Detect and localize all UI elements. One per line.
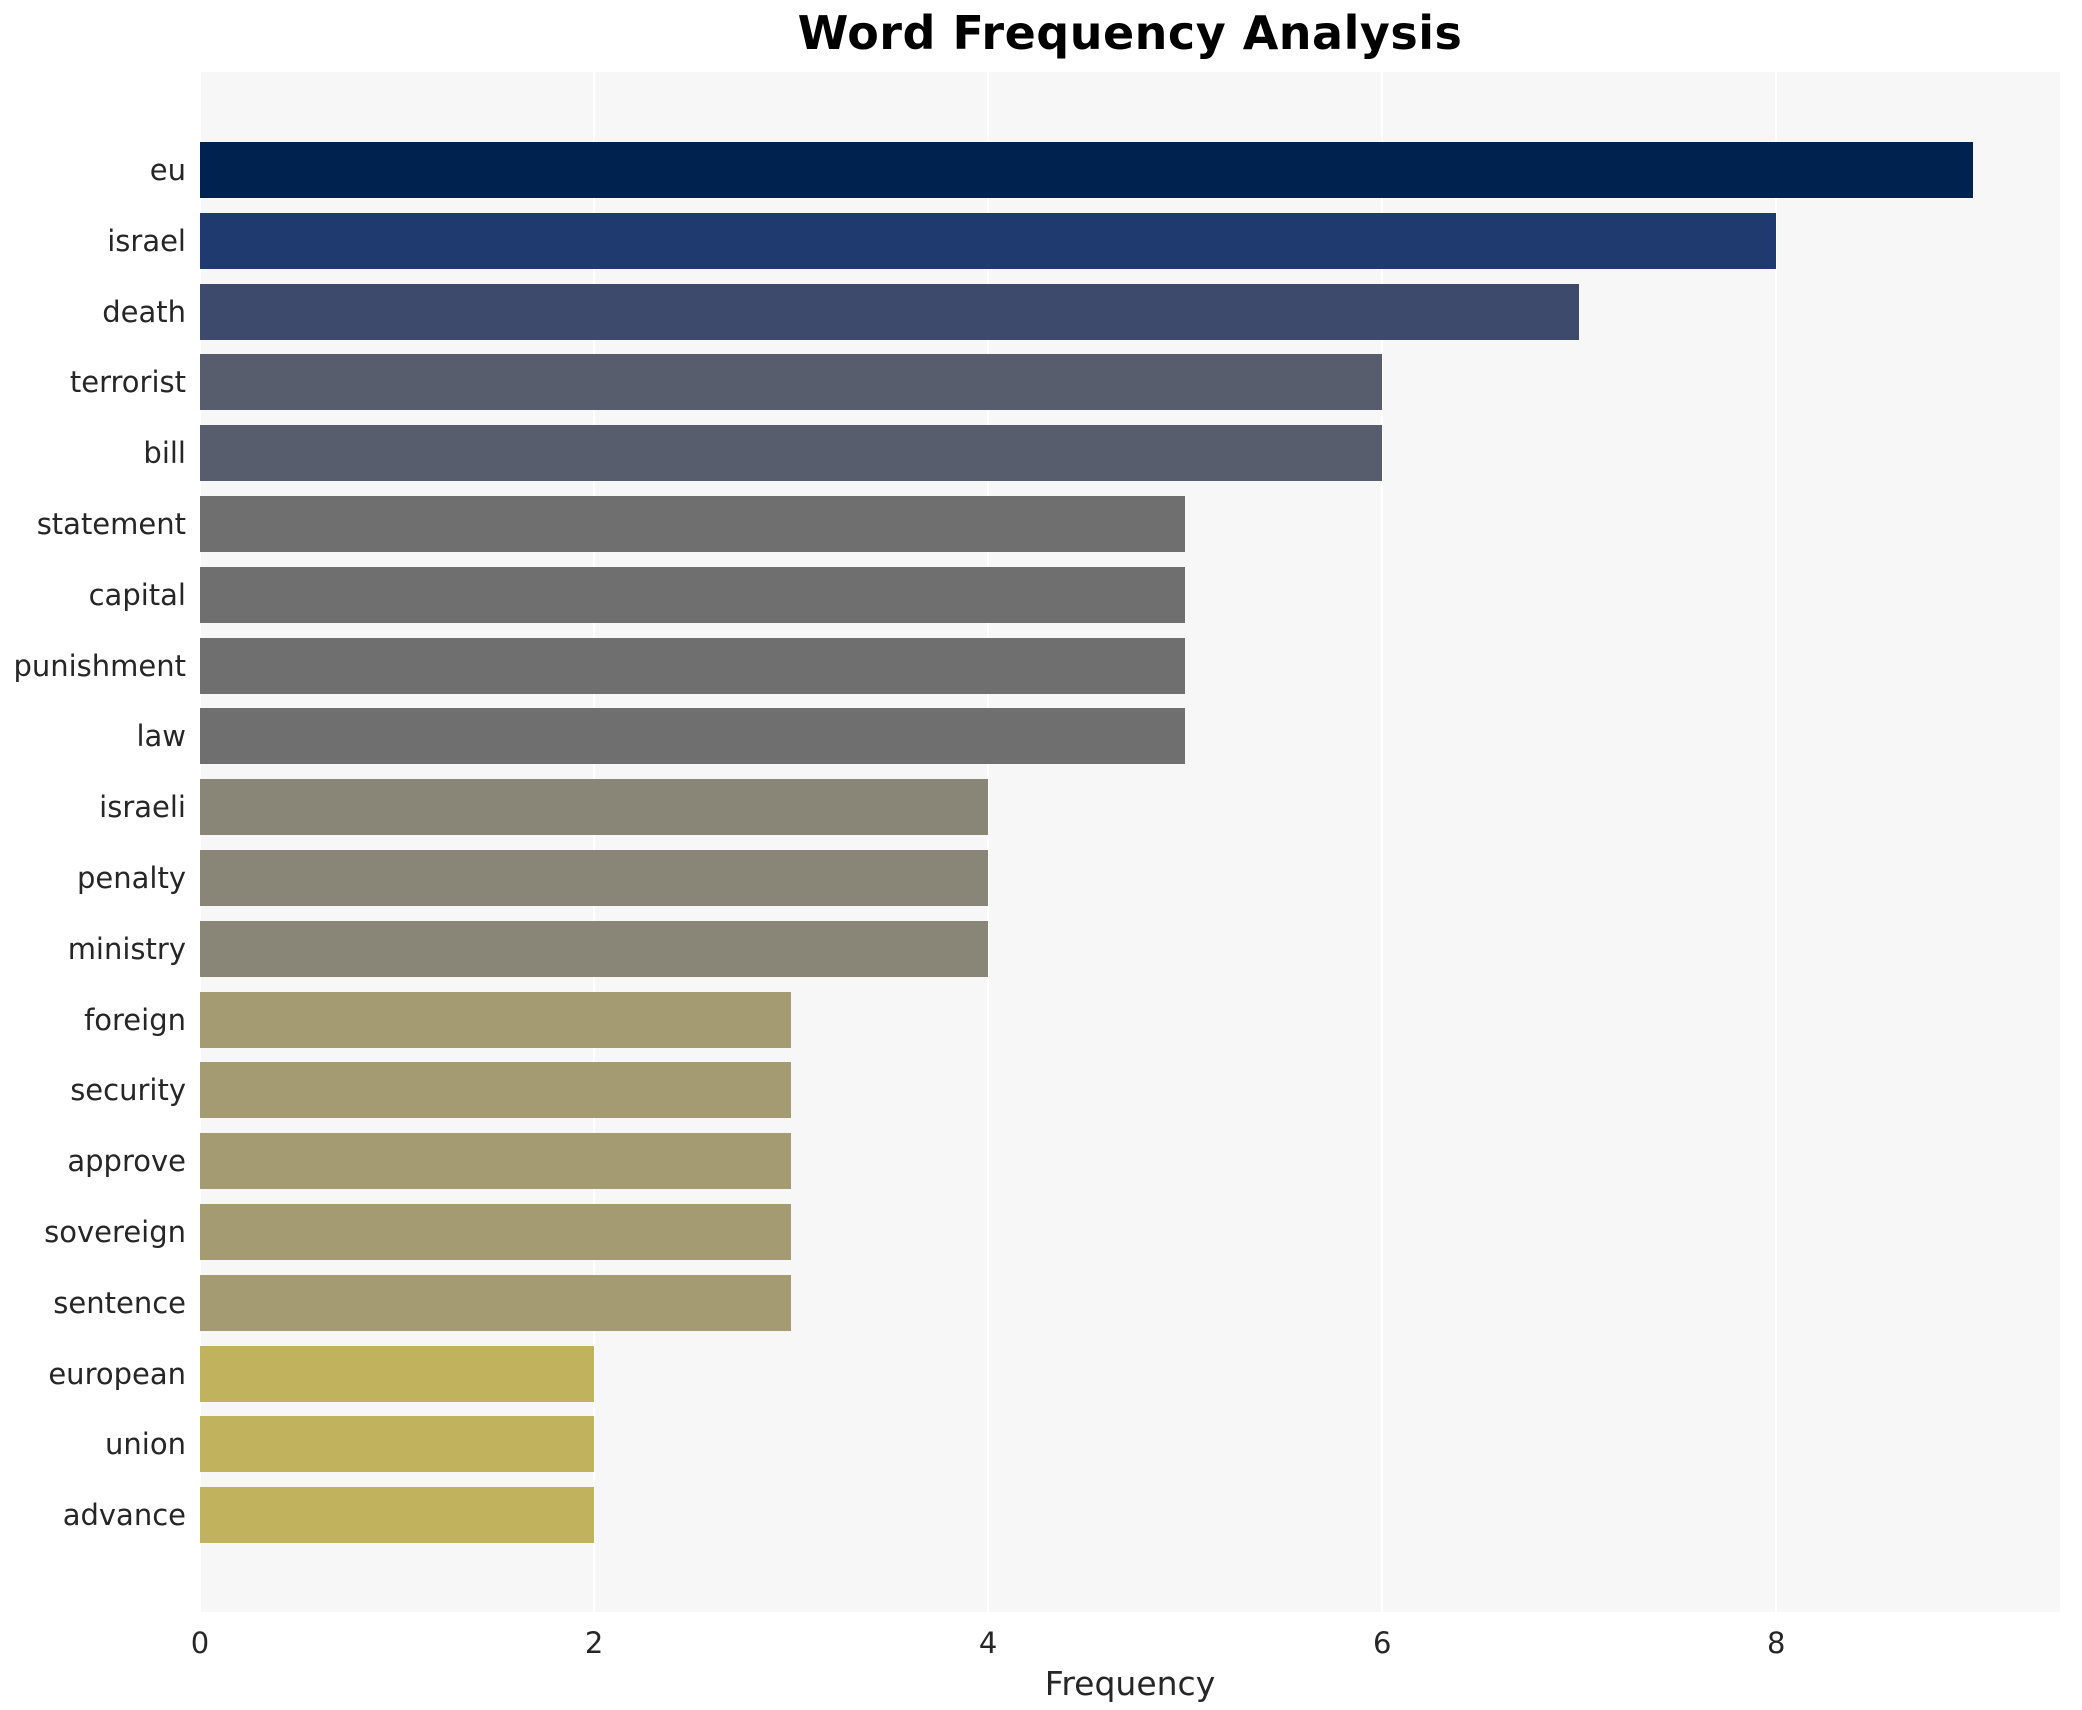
frequency-bar	[200, 991, 792, 1048]
frequency-bar	[200, 920, 989, 977]
frequency-bar	[200, 142, 1974, 198]
y-tick-label: penalty	[77, 861, 186, 895]
y-tick-label: advance	[62, 1498, 186, 1533]
gridline	[987, 72, 990, 1612]
y-tick-label: statement	[36, 507, 186, 541]
y-tick-label: sentence	[53, 1285, 186, 1320]
frequency-bar	[200, 212, 1777, 269]
x-tick-label: 2	[584, 1626, 604, 1660]
frequency-bar	[200, 1416, 595, 1473]
frequency-bar	[200, 850, 989, 906]
y-tick-label: sovereign	[44, 1215, 186, 1249]
y-tick-label: bill	[143, 436, 186, 471]
y-tick-label: approve	[67, 1144, 186, 1179]
frequency-bar	[200, 354, 1383, 411]
y-tick-label: law	[136, 719, 186, 754]
frequency-bar	[200, 708, 1186, 765]
x-axis-label: Frequency	[1044, 1664, 1216, 1703]
y-tick-label: death	[102, 294, 186, 329]
frequency-bar	[200, 566, 1186, 623]
y-tick-label: terrorist	[69, 365, 186, 400]
x-tick-label: 0	[190, 1626, 210, 1660]
gridline	[199, 72, 201, 1612]
frequency-bar	[200, 425, 1383, 482]
plot-area	[199, 72, 2060, 1612]
frequency-bar	[200, 496, 1186, 552]
x-tick-label: 8	[1767, 1626, 1786, 1660]
frequency-bar	[200, 637, 1186, 694]
frequency-bar	[200, 283, 1580, 340]
y-tick-label: security	[70, 1073, 186, 1108]
x-tick-label: 6	[1372, 1626, 1392, 1660]
y-tick-label: capital	[88, 577, 186, 612]
y-tick-label: punishment	[13, 648, 186, 683]
y-tick-label: foreign	[84, 1002, 186, 1037]
y-tick-label: union	[105, 1427, 186, 1462]
y-tick-label: ministry	[67, 931, 186, 966]
y-tick-label: israeli	[99, 790, 186, 825]
y-tick-label: european	[48, 1356, 186, 1391]
frequency-bar	[200, 779, 989, 836]
frequency-bar	[200, 1274, 792, 1331]
frequency-bar	[200, 1204, 792, 1260]
x-tick-label: 4	[978, 1626, 998, 1660]
gridline	[1775, 72, 1778, 1612]
frequency-bar	[200, 1487, 595, 1544]
chart-title: Word Frequency Analysis	[797, 6, 1463, 60]
gridline	[593, 72, 596, 1612]
frequency-bar	[200, 1062, 792, 1119]
y-tick-label: israel	[107, 223, 186, 258]
frequency-bar	[200, 1345, 595, 1402]
frequency-bar	[200, 1133, 792, 1190]
y-tick-label: eu	[149, 153, 186, 187]
gridline	[1381, 72, 1384, 1612]
